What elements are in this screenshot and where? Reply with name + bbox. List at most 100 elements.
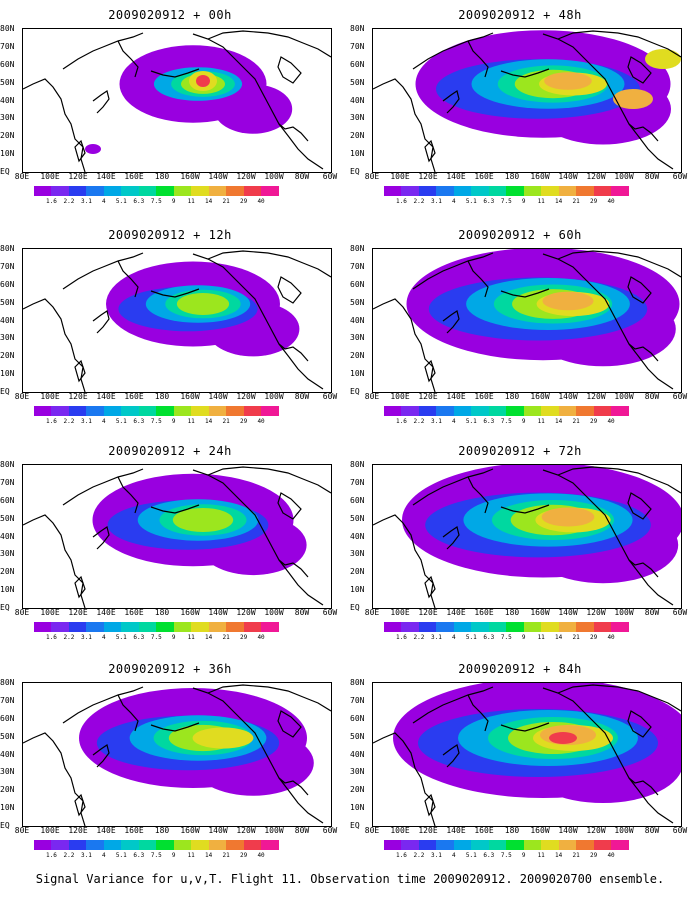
latitude-tick-label: 70N xyxy=(350,261,365,271)
colorbar-tick-label: 5.1 xyxy=(465,634,477,641)
colorbar-tick-label: 21 xyxy=(572,852,580,859)
colorbar-tick-label: 21 xyxy=(222,852,230,859)
latitude-tick-label: 60N xyxy=(350,59,365,69)
longitude-tick-label: 80E xyxy=(14,608,30,617)
variance-map xyxy=(22,464,332,609)
colorbar-segment xyxy=(576,406,594,416)
latitude-tick-label: 80N xyxy=(350,24,365,33)
colorbar-tick-label: 6.3 xyxy=(483,852,495,859)
longitude-tick-label: 80E xyxy=(364,392,380,401)
colorbar-tick-label: 4 xyxy=(102,852,106,859)
latitude-tick-label: 70N xyxy=(0,41,15,51)
colorbar-labels: 1.6 2.2 3.1 4 5.1 6.3 7.5 9 11 14 21 29 40 xyxy=(34,852,296,861)
colorbar-tick-label: 4 xyxy=(452,852,456,859)
panel-title: 2009020912 + 12h xyxy=(108,228,232,242)
colorbar-segment xyxy=(226,186,244,196)
colorbar-tick-label: 40 xyxy=(607,634,615,641)
longitude-tick-label: 140W xyxy=(558,608,578,617)
colorbar-segment xyxy=(611,186,629,196)
colorbar-segment xyxy=(103,186,122,196)
latitude-tick-label: EQ xyxy=(350,387,360,396)
longitude-tick-label: 100E xyxy=(40,826,60,835)
longitude-tick-label: 80W xyxy=(644,172,660,181)
longitude-tick-label: 100W xyxy=(264,826,284,835)
latitude-tick-label: 80N xyxy=(350,244,365,253)
latitude-tick-label: 30N xyxy=(0,549,15,559)
colorbar-tick-label: 21 xyxy=(222,418,230,425)
colorbar-segment xyxy=(278,406,297,416)
colorbar-tick-label: 7.5 xyxy=(500,198,512,205)
longitude-tick-label: 160E xyxy=(474,608,494,617)
colorbar-tick-label: 21 xyxy=(222,198,230,205)
colorbar-tick-label: 3.1 xyxy=(80,634,92,641)
longitude-tick-label: 60W xyxy=(322,826,338,835)
colorbar-segment xyxy=(384,186,402,196)
colorbar-tick-label: 5.1 xyxy=(115,634,127,641)
colorbar-tick-label: 14 xyxy=(205,198,213,205)
map-panel: 2009020912 + 84h 80N 70N 60N 50N 40N 30N 20N 10N… xyxy=(350,662,690,880)
longitude-tick-label: 140W xyxy=(208,608,228,617)
longitude-tick-label: 100W xyxy=(264,608,284,617)
longitude-tick-label: 100W xyxy=(614,608,634,617)
panel-title: 2009020912 + 00h xyxy=(108,8,232,22)
colorbar-segment xyxy=(418,406,437,416)
colorbar xyxy=(34,186,297,196)
colorbar-tick-label: 11 xyxy=(537,418,545,425)
longitude-tick-label: 140W xyxy=(208,826,228,835)
longitude-tick-label: 160E xyxy=(474,172,494,181)
longitude-tick-label: 160W xyxy=(180,172,200,181)
longitude-tick-label: 100E xyxy=(40,392,60,401)
longitude-axis: 80E 100E 120E 140E 160E 180 160W 140W 120W 100W 80… xyxy=(15,172,337,182)
colorbar-segment xyxy=(156,186,174,196)
colorbar-segment xyxy=(173,406,192,416)
longitude-tick-label: 100W xyxy=(614,392,634,401)
colorbar-tick-label: 7.5 xyxy=(500,852,512,859)
longitude-tick-label: 80W xyxy=(294,392,310,401)
longitude-tick-label: 120E xyxy=(68,172,88,181)
latitude-tick-label: 30N xyxy=(350,767,365,777)
latitude-tick-label: 10N xyxy=(350,585,365,595)
latitude-tick-label: 20N xyxy=(0,351,15,361)
colorbar-segment xyxy=(34,406,52,416)
colorbar-segment xyxy=(593,406,612,416)
colorbar-tick-label: 11 xyxy=(537,198,545,205)
longitude-tick-label: 140E xyxy=(446,172,466,181)
colorbar-segment xyxy=(593,186,612,196)
colorbar-segment xyxy=(488,622,507,632)
colorbar-tick-label: 29 xyxy=(589,418,598,425)
colorbar-segment xyxy=(471,622,489,632)
colorbar-tick-label: 5.1 xyxy=(115,198,127,205)
colorbar-tick-label: 29 xyxy=(589,198,598,205)
colorbar-segment xyxy=(453,840,472,850)
latitude-tick-label: EQ xyxy=(350,167,360,176)
longitude-tick-label: 180 xyxy=(504,826,520,835)
colorbar-tick-label: 14 xyxy=(555,852,563,859)
colorbar-segment xyxy=(628,406,647,416)
colorbar-segment xyxy=(558,406,577,416)
variance-map xyxy=(372,464,682,609)
colorbar-segment xyxy=(278,622,297,632)
latitude-tick-label: 70N xyxy=(350,695,365,705)
colorbar-segment xyxy=(34,186,52,196)
longitude-axis: 80E 100E 120E 140E 160E 180 160W 140W 120W 100W 80… xyxy=(15,826,337,836)
colorbar-tick-label: 29 xyxy=(239,634,248,641)
latitude-tick-label: 60N xyxy=(0,279,15,289)
colorbar-tick-label: 40 xyxy=(607,418,615,425)
colorbar-tick-label: 21 xyxy=(572,634,580,641)
colorbar-segment xyxy=(506,622,524,632)
colorbar-segment xyxy=(471,840,489,850)
colorbar-segment xyxy=(261,622,279,632)
colorbar-tick-label: 9 xyxy=(171,198,176,205)
latitude-tick-label: 40N xyxy=(0,315,15,325)
latitude-tick-label: 20N xyxy=(350,351,365,361)
map-canvas xyxy=(373,249,681,392)
latitude-axis: 80N 70N 60N 50N 40N 30N 20N 10N EQ xyxy=(0,678,22,830)
longitude-tick-label: 60W xyxy=(672,826,688,835)
colorbar-segment xyxy=(436,186,454,196)
longitude-axis: 80E 100E 120E 140E 160E 180 160W 140W 120W 100W 80… xyxy=(15,392,337,402)
colorbar-segment xyxy=(51,186,69,196)
longitude-tick-label: 160W xyxy=(180,608,200,617)
longitude-tick-label: 120W xyxy=(236,392,256,401)
longitude-tick-label: 120W xyxy=(586,608,606,617)
longitude-tick-label: 60W xyxy=(322,608,338,617)
